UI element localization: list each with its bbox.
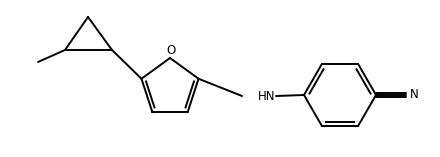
Text: N: N (410, 89, 419, 101)
Text: O: O (166, 44, 176, 57)
Text: HN: HN (258, 89, 275, 103)
